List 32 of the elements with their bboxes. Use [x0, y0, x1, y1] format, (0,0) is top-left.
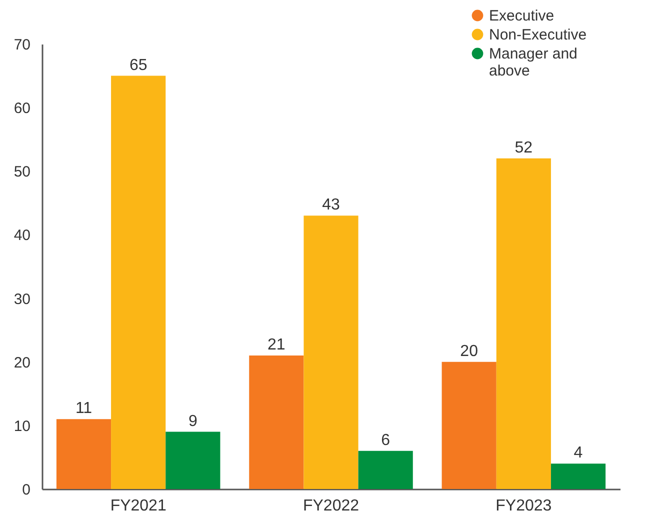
bar	[111, 76, 166, 489]
data-label: 52	[514, 139, 533, 156]
bar	[56, 419, 112, 489]
y-tick-label: 30	[14, 290, 30, 308]
x-tick-label: FY2021	[110, 498, 166, 514]
data-label: 11	[75, 400, 92, 418]
bar	[304, 216, 358, 489]
legend-label: Non-Executive	[489, 26, 587, 44]
data-label: 20	[460, 342, 478, 360]
bar	[550, 464, 606, 489]
bar	[166, 432, 220, 489]
y-tick-label: 0	[22, 482, 30, 498]
y-tick-label: 60	[14, 100, 30, 118]
x-tick-label: FY2023	[496, 498, 552, 514]
y-tick-label: 50	[14, 164, 30, 181]
y-tick-label: 20	[14, 354, 30, 372]
data-label: 21	[268, 336, 286, 354]
y-tick-label: 10	[14, 418, 30, 435]
data-label: 4	[574, 444, 583, 462]
y-tick-label: 40	[14, 227, 30, 244]
data-label: 65	[129, 56, 148, 74]
legend-label: Executive	[489, 8, 554, 24]
legend-label: Manager and above	[489, 46, 578, 80]
bar	[358, 450, 413, 489]
bar	[496, 158, 551, 489]
data-label: 6	[381, 432, 390, 449]
bar	[442, 362, 496, 489]
y-tick-label: 70	[14, 36, 30, 54]
x-tick-label: FY2022	[302, 498, 360, 514]
bar	[249, 356, 304, 489]
data-label: 9	[188, 412, 198, 430]
data-label: 43	[322, 196, 340, 214]
